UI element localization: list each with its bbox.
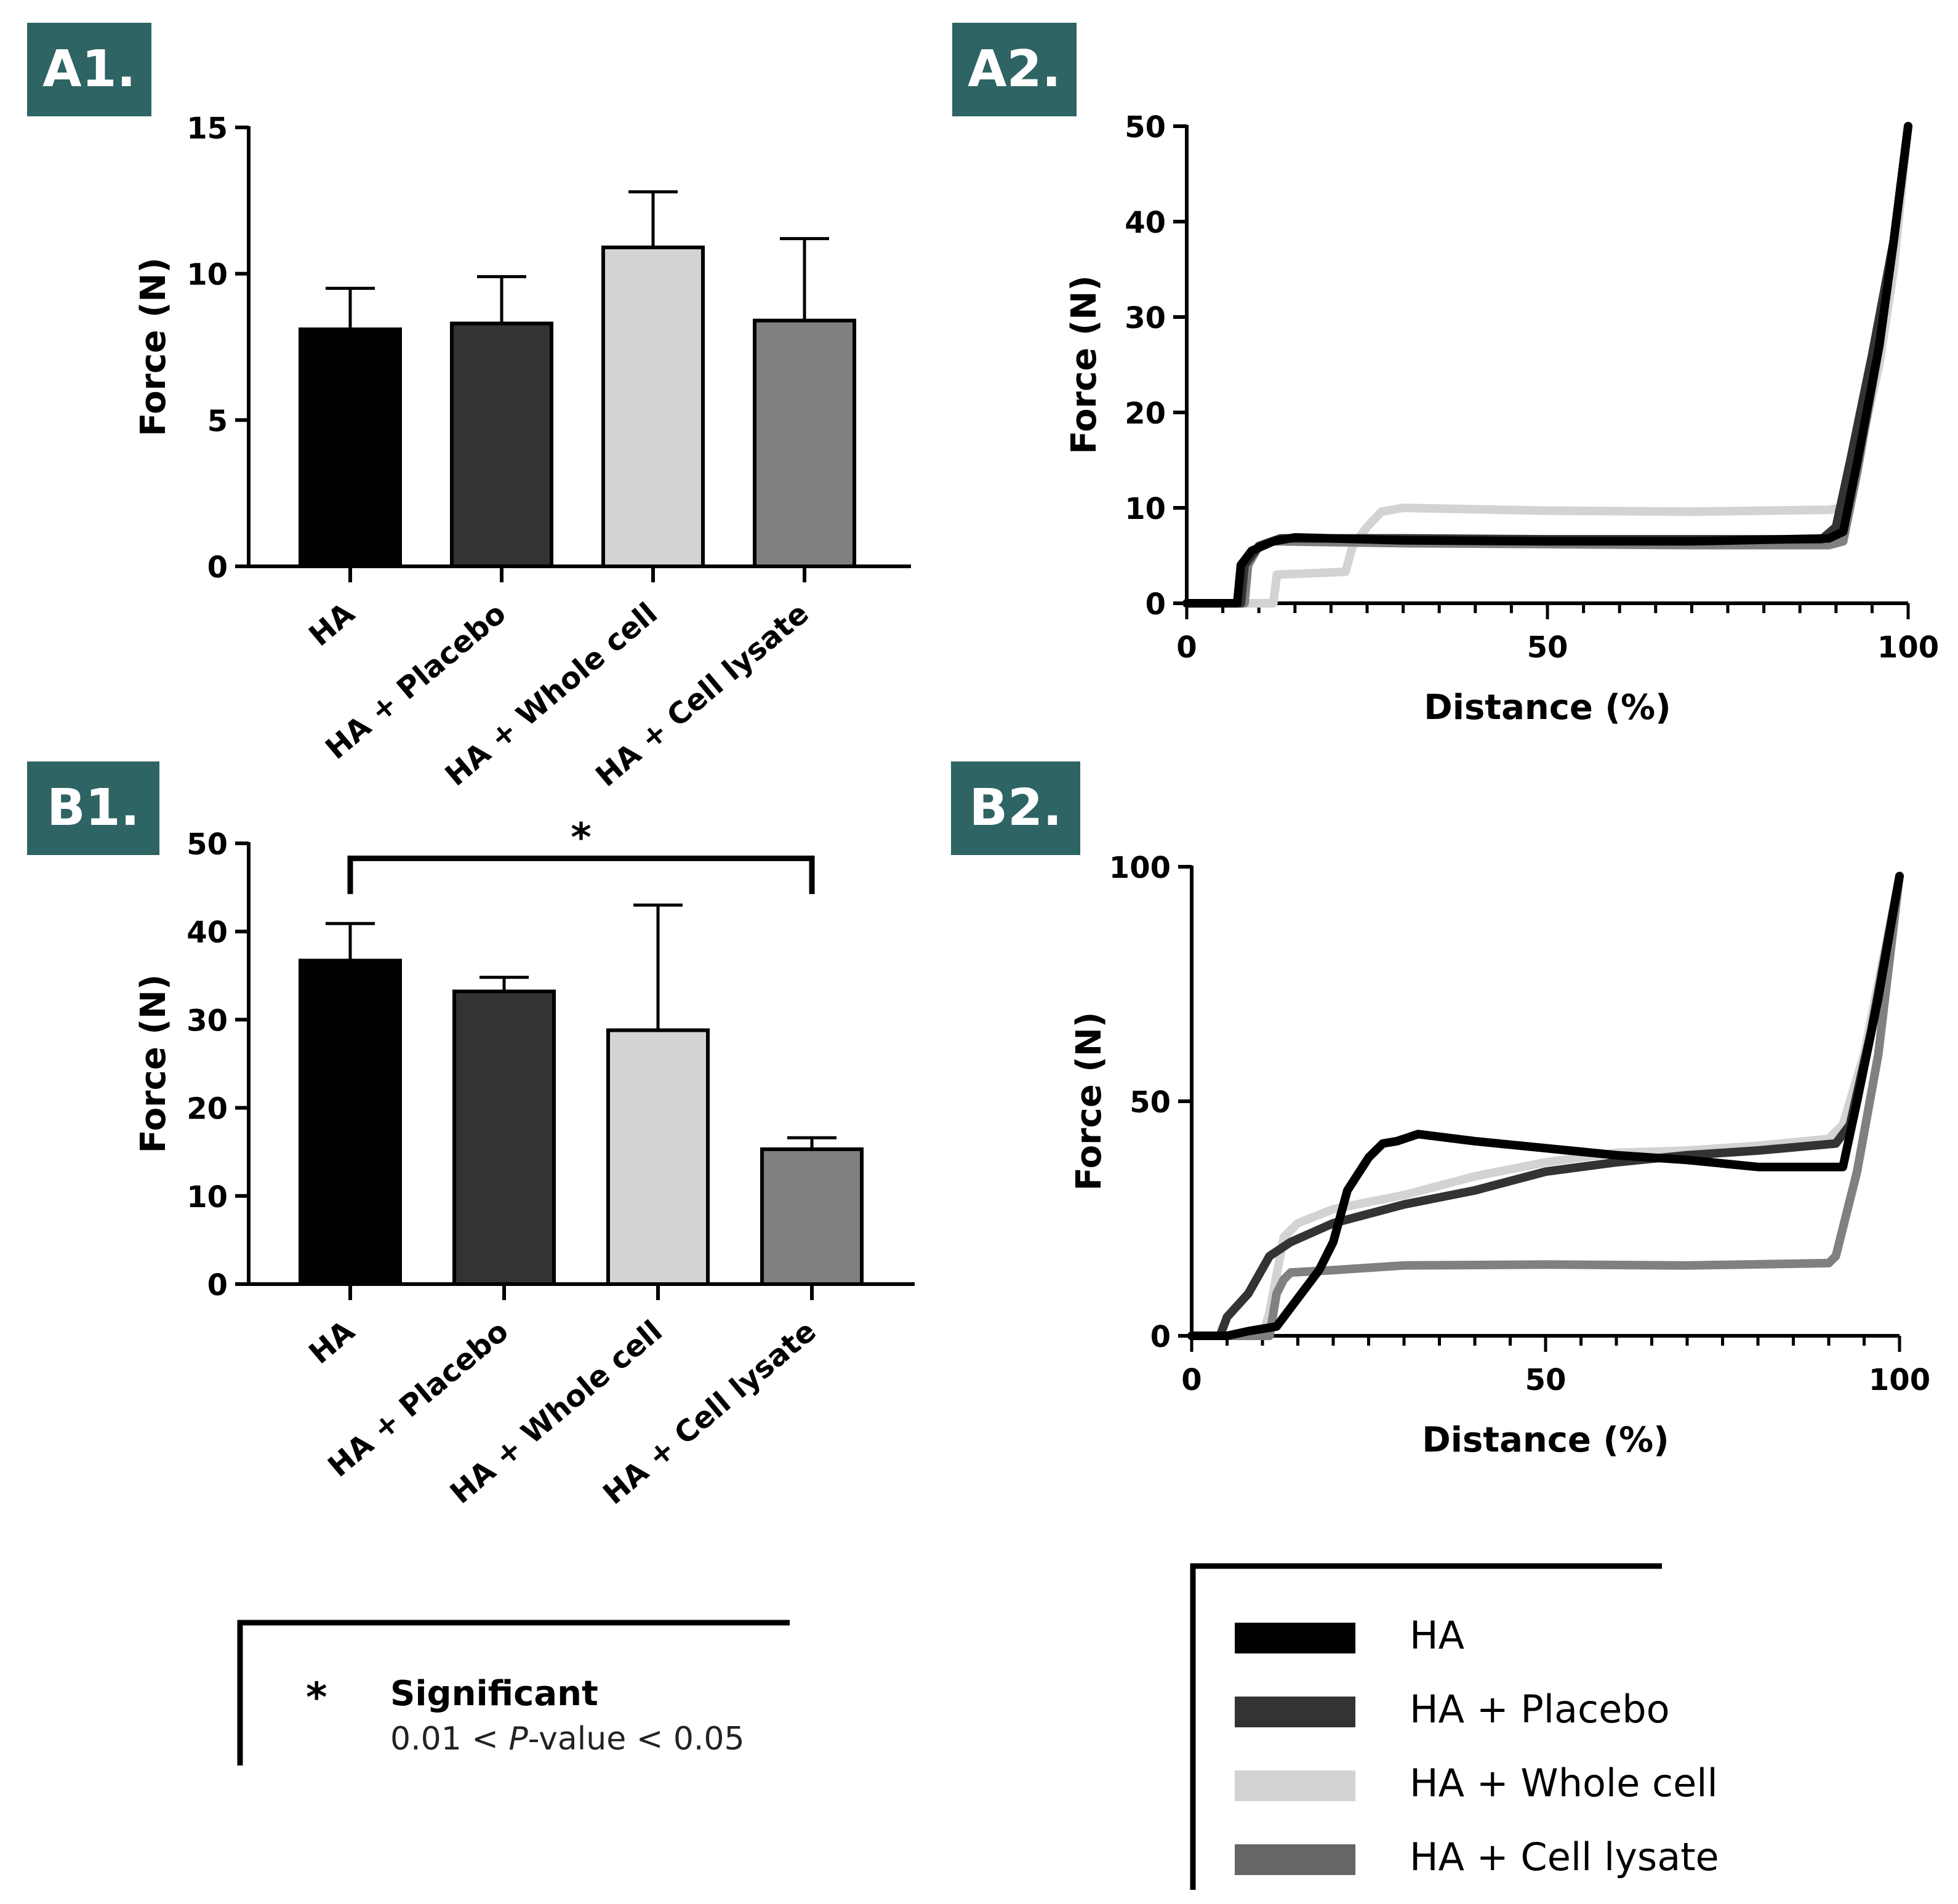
a2-y-tick-label: 10 [1125,492,1166,526]
a1-y-axis-label: Force (N) [134,257,174,436]
b2-series-ha-whole-cell [1187,872,1904,1340]
legend-pvalue-text: 0.01 < P-value < 0.05 [390,1721,745,1757]
panel-tag-a2: A2. [952,23,1077,116]
b1-y-tick-label: 40 [187,915,228,950]
a2-y-tick-label: 30 [1125,301,1166,335]
b2-x-tick-label: 0 [1181,1363,1202,1397]
legend-pvalue-pre: 0.01 < [390,1721,508,1757]
b2-x-tick-label: 50 [1525,1363,1567,1397]
legend-significant-title: Significant [390,1674,598,1714]
b1-y-tick-label: 50 [187,827,228,862]
legend-asterisk: * [306,1674,327,1721]
b1-bar-ha-cell-lysate [760,1147,864,1287]
a1-y-tick-label: 5 [207,404,228,438]
b2-series-ha-placebo [1187,872,1904,1340]
b2-series-ha-cell-lysate [1187,872,1904,1340]
legend-label-ha-cell-lysate: HA + Cell lysate [1410,1834,1719,1879]
panel-tag-b1: B1. [27,761,159,855]
a2-y-tick-label: 0 [1146,587,1166,622]
b2-y-tick-label: 0 [1150,1320,1171,1354]
a2-x-tick-label: 100 [1877,630,1939,665]
a1-bar-ha-cell-lysate [753,318,856,568]
b1-y-tick-label: 30 [187,1003,228,1038]
a1-y-tick-label: 15 [187,111,228,146]
a2-x-tick-label: 50 [1527,630,1568,665]
a2-x-tick-label: 0 [1176,630,1197,665]
panel-tag-a1: A1. [27,23,151,116]
b2-x-axis-label: Distance (%) [1422,1420,1669,1460]
a2-y-tick-label: 40 [1125,206,1166,240]
legend-pvalue-post: -value < 0.05 [528,1721,745,1757]
legend-label-ha: HA [1410,1613,1464,1658]
a1-bar-ha [299,327,402,568]
legend-swatch-ha [1235,1623,1355,1653]
b2-series-ha [1187,872,1904,1340]
b1-bar-ha-placebo [452,989,556,1287]
b2-x-tick-label: 100 [1869,1363,1930,1397]
a1-y-tick-label: 0 [207,550,228,585]
legend-pvalue-italic: P [508,1721,528,1757]
b2-y-tick-label: 50 [1129,1085,1171,1120]
a1-bar-ha-whole-cell [601,245,705,568]
legend-label-ha-placebo: HA + Placebo [1410,1687,1670,1732]
b1-y-tick-label: 0 [207,1268,228,1303]
a2-y-tick-label: 20 [1125,396,1166,431]
legend-label-ha-whole-cell: HA + Whole cell [1410,1761,1718,1806]
legend-swatch-ha-placebo [1235,1697,1355,1727]
a2-y-tick-label: 50 [1125,110,1166,145]
a1-bar-ha-placebo [450,321,553,568]
panel-tag-b2: B2. [951,761,1080,855]
b1-bar-ha-whole-cell [606,1028,710,1286]
b1-significance-label: * [571,815,591,861]
b1-y-tick-label: 10 [187,1180,228,1215]
b1-y-axis-label: Force (N) [134,974,174,1154]
legend-swatch-ha-cell-lysate [1235,1844,1355,1875]
a1-y-tick-label: 10 [187,258,228,292]
legend-swatch-ha-whole-cell [1235,1770,1355,1801]
a2-y-axis-label: Force (N) [1064,275,1104,454]
a2-series-ha [1182,122,1912,608]
b2-y-axis-label: Force (N) [1069,1012,1109,1191]
a2-x-axis-label: Distance (%) [1424,688,1671,728]
b1-significance-bracket [347,855,815,894]
b2-y-tick-label: 100 [1109,851,1171,885]
b1-y-tick-label: 20 [187,1092,228,1127]
